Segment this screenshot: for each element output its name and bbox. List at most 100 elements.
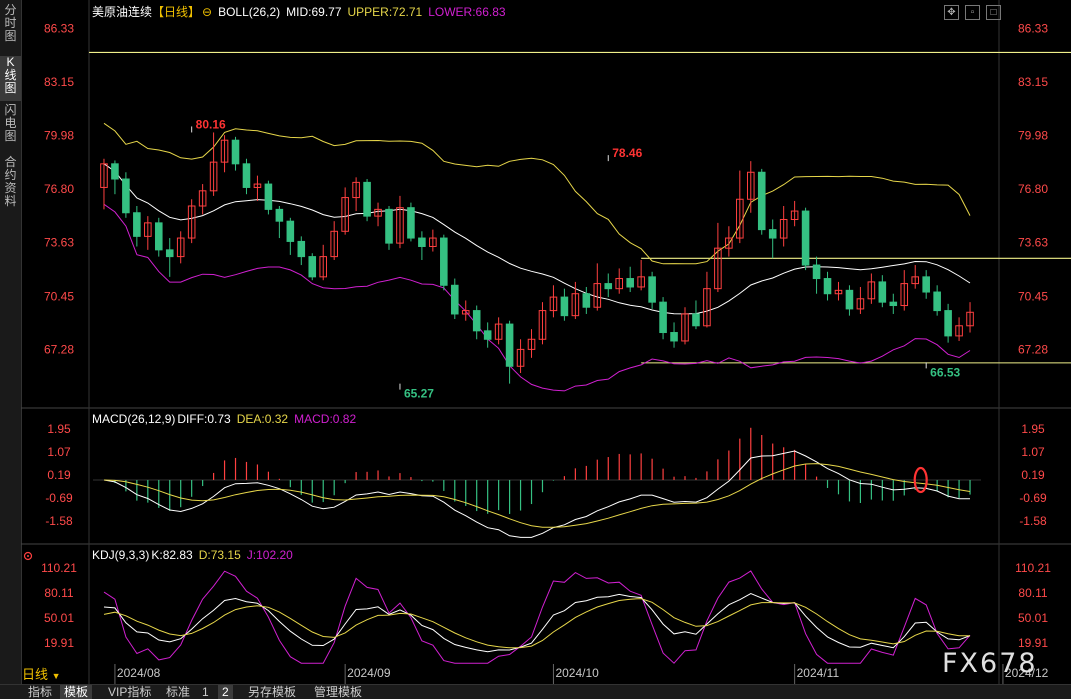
toolbar-tab[interactable]: VIP指标 (108, 685, 152, 699)
candle-body (330, 230, 338, 258)
candle-body (429, 237, 437, 247)
candle-body (823, 278, 832, 295)
tab-contract-info-label: 合约资料 (4, 155, 17, 208)
expand-icon[interactable]: ✥ (944, 5, 959, 20)
settings-icon[interactable]: ⊖ (202, 5, 213, 19)
y-tick-label-left: 19.91 (44, 636, 74, 650)
y-tick-label-left: -1.58 (45, 514, 73, 528)
x-tick-label: 2024/10 (555, 666, 599, 680)
tab-flash-label: 闪电图 (4, 103, 17, 143)
candle-body (450, 284, 459, 315)
candle-body (714, 247, 722, 290)
x-tick-label: 2024/11 (797, 666, 840, 680)
candle-body (275, 208, 284, 222)
tab-kline[interactable]: K线图 (0, 56, 21, 101)
tab-intraday-label: 分时图 (4, 3, 17, 43)
boll-lower: LOWER:66.83 (428, 5, 506, 19)
candle-body (944, 310, 952, 337)
tab-flash[interactable]: 闪电图 (0, 104, 21, 149)
toolbar-tab[interactable]: 另存模板 (248, 685, 297, 699)
candle-body (165, 249, 174, 258)
macd-title: MACD(26,12,9) (92, 412, 176, 426)
candle-body (812, 264, 821, 280)
period-tag: 【日线】 (152, 5, 201, 19)
x-tick-label: 2024/08 (117, 666, 161, 680)
candle-body (505, 323, 514, 367)
candle-body (703, 288, 711, 327)
candle-body (746, 171, 755, 200)
candle-body (582, 293, 591, 308)
y-tick-label-right: 76.80 (1018, 182, 1048, 196)
candle-body (626, 278, 634, 288)
candle-body (889, 301, 898, 307)
candle-body (593, 283, 602, 308)
y-tick-label-left: 1.95 (47, 422, 71, 436)
candle-body (966, 311, 974, 327)
candle-body (549, 296, 558, 312)
y-tick-label-left: 70.45 (44, 289, 74, 303)
candle-body (220, 139, 229, 163)
y-tick-label-right: 19.91 (1018, 636, 1048, 650)
settings-dot-icon[interactable] (23, 548, 33, 561)
toolbar-tab[interactable]: 2 (218, 685, 233, 699)
candle-body (144, 222, 152, 237)
tab-intraday[interactable]: 分时图 (0, 4, 21, 49)
y-tick-label-right: 110.21 (1015, 561, 1051, 575)
price-annotation: 80.16 (196, 117, 226, 131)
candle-body (253, 183, 262, 188)
kdj-d: D:73.15 (198, 548, 241, 562)
toolbar-tab[interactable]: 1 (202, 685, 209, 699)
y-tick-label-right: 79.98 (1018, 128, 1048, 142)
candle-body (933, 291, 941, 312)
tab-contract-info[interactable]: 合约资料 (0, 156, 21, 214)
candle-body (527, 338, 536, 350)
macd-diff-line (103, 450, 971, 538)
kdj-k: K:82.83 (151, 548, 193, 562)
y-tick-label-right: 86.33 (1018, 21, 1048, 35)
candle-body (725, 237, 733, 249)
candle-body (845, 289, 854, 310)
period-button[interactable]: 日线 ▼ (22, 667, 70, 683)
price-header: 美原油连续【日线】 ⊖ BOLL(26,2) MID:69.77 UPPER:72.71… (92, 3, 512, 20)
toolbar-tab[interactable]: 标准 (166, 685, 191, 699)
candle-body (648, 276, 656, 303)
candle-body (779, 218, 788, 239)
toolbar-tab[interactable]: 指标 (28, 685, 53, 699)
candle-body (242, 163, 251, 188)
boll-mid-line (103, 163, 971, 315)
macd-dea-line (103, 463, 971, 528)
candle-body (187, 205, 196, 239)
candle-body (494, 323, 503, 340)
toolbar-tab[interactable]: 模板 (60, 685, 93, 699)
maximize-icon[interactable]: □ (986, 5, 1001, 20)
y-tick-label-right: 1.07 (1021, 445, 1045, 459)
candle-body (867, 281, 876, 300)
candle-body (418, 237, 426, 247)
y-tick-label-left: 73.63 (44, 236, 74, 250)
candle-body (341, 197, 349, 232)
y-tick-label-right: -1.58 (1019, 514, 1047, 528)
candle-body (483, 330, 492, 340)
candle-body (571, 293, 580, 317)
macd-value: MACD:0.82 (294, 412, 357, 426)
candle-body (286, 220, 295, 242)
candle-body (560, 296, 569, 317)
candle-body (801, 210, 810, 266)
price-annotation: 65.27 (404, 387, 434, 401)
candle-body (176, 237, 185, 258)
candle-body (198, 190, 207, 207)
candle-body (122, 178, 130, 214)
kdj-k-line (103, 593, 971, 653)
chart-canvas[interactable]: 86.33 86.33 83.15 83.15 79.98 79.98 76.80 76.80… (21, 0, 1071, 684)
macd-header: MACD(26,12,9) DIFF:0.73 DEA:0.32 MACD:0.82 (92, 412, 362, 426)
y-tick-label-left: 1.07 (47, 445, 71, 459)
restore-icon[interactable]: ▫ (965, 5, 980, 20)
y-tick-label-left: 0.19 (47, 468, 71, 482)
y-tick-label-right: 67.28 (1018, 343, 1048, 357)
candle-body (209, 161, 218, 192)
y-tick-label-left: 80.11 (44, 586, 73, 600)
candle-body (396, 207, 404, 244)
candle-body (768, 229, 777, 239)
toolbar-tab[interactable]: 管理模板 (314, 685, 363, 699)
instrument-name: 美原油连续 (92, 5, 153, 19)
